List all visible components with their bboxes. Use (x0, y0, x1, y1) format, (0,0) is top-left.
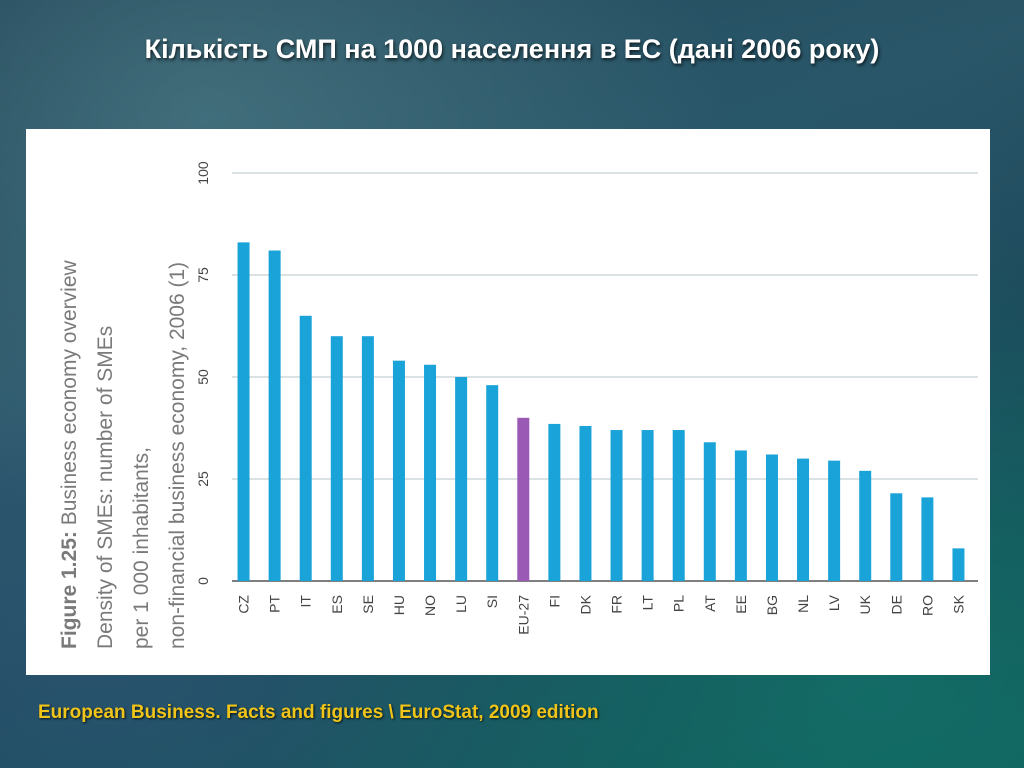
y-tick-labels: 0 25 50 75 100 (195, 161, 211, 585)
bar-pl (672, 430, 685, 581)
x-tick-label-at: AT (702, 595, 718, 612)
bar-no (424, 364, 437, 581)
x-tick-label-cz: CZ (236, 595, 252, 614)
source-note: European Business. Facts and figures \ E… (38, 702, 599, 723)
y-tick-label: 100 (195, 161, 211, 185)
y-tick-label: 75 (195, 267, 211, 283)
bar-cz (237, 242, 250, 582)
chart-title-bold: Figure 1.25: (58, 531, 81, 649)
bar-pt (268, 250, 281, 581)
bar-at (703, 442, 716, 581)
chart-subtitle-line: per 1 000 inhabitants, (130, 447, 153, 649)
x-tick-label-uk: UK (857, 594, 873, 614)
gridlines (232, 172, 978, 582)
chart-subtitle-line: non-financial business economy, 2006 (1) (166, 262, 189, 649)
bar-ro (921, 497, 934, 581)
x-tick-label-bg: BG (764, 595, 780, 615)
bar-it (299, 315, 312, 581)
bar-ee (734, 450, 747, 581)
bar-eu-27 (517, 417, 530, 581)
x-tick-label-pl: PL (671, 595, 687, 612)
bar-es (330, 336, 343, 581)
x-tick-label-de: DE (888, 595, 904, 614)
bar-fr (610, 430, 623, 581)
x-tick-label-ee: EE (733, 595, 749, 614)
y-tick-label: 50 (195, 369, 211, 385)
x-tick-label-ro: RO (919, 595, 935, 616)
chart-caption: Figure 1.25: Business economy overview De… (58, 260, 189, 649)
x-tick-label-lt: LT (640, 595, 656, 611)
bar-hu (392, 360, 405, 581)
bar-chart: Figure 1.25: Business economy overview De… (58, 161, 978, 649)
y-tick-label: 0 (195, 577, 211, 585)
x-tick-label-lv: LV (826, 594, 842, 611)
chart-title-text: Business economy overview (58, 260, 81, 532)
x-tick-label-si: SI (484, 595, 500, 608)
slide-title: Кількість СМП на 1000 населення в ЕС (да… (144, 34, 880, 64)
bar-lt (641, 430, 654, 581)
x-tick-label-hu: HU (391, 595, 407, 615)
chart-title: Figure 1.25: Business economy overview (58, 260, 81, 649)
x-tick-label-fr: FR (609, 595, 625, 614)
bar-sk (952, 548, 965, 581)
bar-se (361, 336, 374, 581)
bar-dk (579, 425, 592, 581)
x-tick-label-lu: LU (453, 595, 469, 613)
x-tick-label-nl: NL (795, 595, 811, 613)
x-tick-label-dk: DK (577, 594, 593, 614)
bar-lu (455, 377, 468, 581)
bars (237, 242, 965, 582)
bar-bg (765, 454, 778, 581)
bar-uk (859, 470, 872, 581)
x-tick-label-se: SE (360, 595, 376, 614)
x-tick-label-sk: SK (950, 594, 966, 613)
bar-nl (797, 458, 810, 581)
x-tick-labels: CZ PT IT ES SE HU NO LU SI EU-27 FI DK FR LT PL AT EE BG N… (236, 594, 967, 634)
y-tick-label: 25 (195, 471, 211, 487)
x-tick-label-pt: PT (267, 595, 283, 613)
chart-panel: Figure 1.25: Business economy overview De… (26, 129, 990, 675)
bar-lv (828, 460, 841, 581)
bar-fi (548, 423, 561, 581)
x-tick-label-it: IT (298, 595, 314, 608)
x-tick-label-fi: FI (546, 595, 562, 607)
x-tick-label-es: ES (329, 595, 345, 614)
x-tick-label-eu-27: EU-27 (515, 595, 531, 635)
chart-subtitle-line: Density of SMEs: number of SMEs (94, 326, 117, 649)
bar-de (890, 493, 903, 581)
bar-si (486, 385, 499, 581)
x-tick-label-no: NO (422, 595, 438, 616)
